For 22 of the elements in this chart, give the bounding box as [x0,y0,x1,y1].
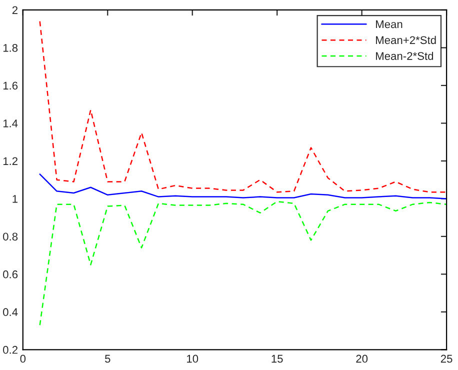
y-tick-label: 1 [12,195,18,203]
y-tick-label: 2 [12,6,18,14]
legend-label: Mean+2*Std [376,36,436,44]
x-tick-label: 0 [20,354,26,363]
line-series [39,200,447,326]
y-tick-label: 1.6 [3,82,18,90]
x-tick-label: 25 [440,354,452,363]
y-tick-label: 0.8 [3,232,18,241]
legend-label: Mean [376,20,402,28]
x-tick-label: 15 [272,354,283,363]
x-tick-label: 10 [187,354,198,363]
line-series [39,20,447,193]
y-tick-label: 1.2 [3,157,18,165]
x-tick-label: 5 [104,354,110,363]
y-tick-label: 0.4 [3,308,18,316]
x-tick-label: 20 [356,354,368,363]
legend-label: Mean-2*Std [376,52,434,60]
y-tick-label: 1.8 [3,44,18,52]
y-tick-label: 0.2 [3,346,18,354]
y-tick-label: 1.4 [3,120,18,128]
line-series [39,174,447,200]
y-tick-label: 0.6 [3,270,18,278]
